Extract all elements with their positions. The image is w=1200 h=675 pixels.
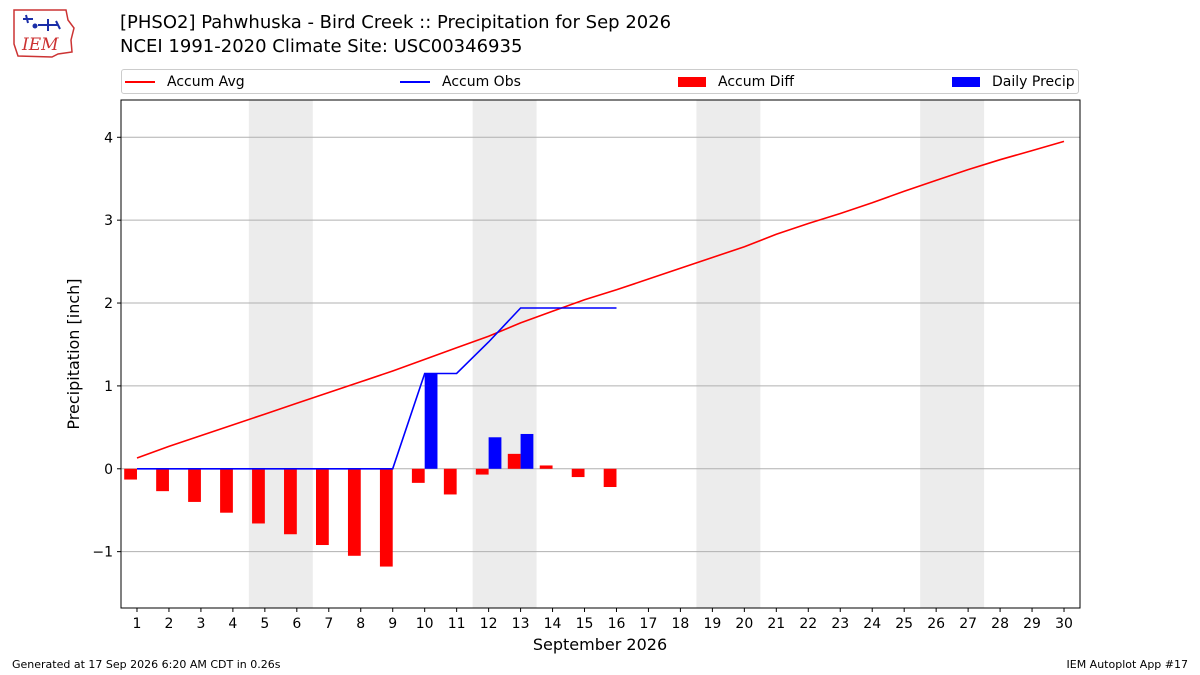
legend-label: Daily Precip bbox=[992, 73, 1075, 90]
y-tick-label: 2 bbox=[104, 296, 113, 312]
x-tick-label: 13 bbox=[512, 616, 530, 632]
y-tick-label: 0 bbox=[104, 462, 113, 478]
accum-avg-line bbox=[136, 140, 1065, 459]
x-tick-label: 22 bbox=[799, 616, 817, 632]
x-tick-label: 20 bbox=[735, 616, 753, 632]
x-tick-label: 9 bbox=[388, 616, 397, 632]
bars-layer bbox=[124, 373, 617, 567]
legend-item-accum-obs: Accum Obs bbox=[400, 70, 521, 93]
legend-swatch bbox=[125, 80, 155, 83]
accum-diff-bar bbox=[379, 468, 393, 567]
x-tick-label: 10 bbox=[416, 616, 434, 632]
accum-diff-bar bbox=[475, 468, 489, 475]
legend-label: Accum Obs bbox=[442, 73, 521, 90]
x-tick-label: 18 bbox=[672, 616, 690, 632]
x-tick-label: 27 bbox=[959, 616, 977, 632]
x-tick-label: 30 bbox=[1055, 616, 1073, 632]
x-tick-label: 7 bbox=[324, 616, 333, 632]
lines-layer bbox=[136, 140, 1065, 470]
legend-swatch bbox=[678, 76, 706, 87]
x-axis-label: September 2026 bbox=[533, 635, 667, 654]
x-tick-label: 1 bbox=[133, 616, 142, 632]
x-tick-label: 28 bbox=[991, 616, 1009, 632]
accum-diff-bar bbox=[539, 465, 553, 469]
x-tick-label: 24 bbox=[863, 616, 881, 632]
legend-swatch bbox=[400, 80, 430, 83]
x-tick-label: 6 bbox=[292, 616, 301, 632]
daily-precip-bar bbox=[488, 437, 502, 469]
x-tick-label: 3 bbox=[196, 616, 205, 632]
weekend-shading bbox=[248, 100, 985, 608]
x-tick-label: 12 bbox=[480, 616, 498, 632]
x-tick-label: 23 bbox=[831, 616, 849, 632]
x-tick-label: 15 bbox=[576, 616, 594, 632]
accum-diff-bar bbox=[507, 453, 521, 469]
accum-diff-bar bbox=[603, 468, 617, 488]
accum-obs-line bbox=[137, 307, 617, 470]
svg-text:IEM: IEM bbox=[21, 35, 59, 55]
chart-title: [PHSO2] Pahwhuska - Bird Creek :: Precip… bbox=[120, 12, 672, 33]
accum-diff-bar bbox=[220, 468, 233, 513]
daily-precip-bar bbox=[424, 373, 438, 469]
weekend-band bbox=[472, 100, 537, 608]
accum-diff-bar bbox=[315, 468, 329, 546]
accum-diff-bar bbox=[571, 468, 585, 478]
accum-diff-bar bbox=[284, 468, 297, 535]
accum-diff-bar bbox=[124, 468, 137, 480]
accum-diff-bar bbox=[156, 468, 169, 492]
x-tick-label: 2 bbox=[164, 616, 173, 632]
y-tick-label: −1 bbox=[92, 545, 113, 561]
weekend-band bbox=[248, 100, 313, 608]
accum-diff-bar bbox=[443, 468, 457, 495]
y-tick-label: 1 bbox=[104, 379, 113, 395]
x-tick-label: 21 bbox=[767, 616, 785, 632]
x-tick-label: 19 bbox=[703, 616, 721, 632]
generated-note: Generated at 17 Sep 2026 6:20 AM CDT in … bbox=[12, 658, 281, 671]
weekend-band bbox=[696, 100, 761, 608]
x-tick-label: 5 bbox=[260, 616, 269, 632]
weekend-band bbox=[920, 100, 985, 608]
accum-diff-bar bbox=[252, 468, 265, 524]
legend: Accum Avg Accum Obs Accum Diff Daily Pre… bbox=[121, 69, 1079, 94]
accum-diff-bar bbox=[347, 468, 361, 556]
legend-item-daily-precip: Daily Precip bbox=[952, 70, 1075, 93]
legend-swatch bbox=[952, 76, 980, 87]
x-tick-label: 4 bbox=[228, 616, 237, 632]
accum-diff-bar bbox=[411, 468, 425, 483]
x-tick-label: 11 bbox=[448, 616, 466, 632]
x-tick-label: 25 bbox=[895, 616, 913, 632]
y-tick-label: 4 bbox=[104, 130, 113, 146]
legend-label: Accum Diff bbox=[718, 73, 795, 90]
app-note: IEM Autoplot App #17 bbox=[1066, 658, 1189, 671]
legend-item-accum-diff: Accum Diff bbox=[678, 70, 794, 93]
iem-logo: IEM bbox=[8, 6, 80, 58]
y-tick-label: 3 bbox=[104, 213, 113, 229]
daily-precip-bar bbox=[520, 433, 534, 469]
chart-subtitle: NCEI 1991-2020 Climate Site: USC00346935 bbox=[120, 36, 523, 57]
legend-item-accum-avg: Accum Avg bbox=[125, 70, 245, 93]
legend-label: Accum Avg bbox=[167, 73, 245, 90]
x-tick-label: 16 bbox=[608, 616, 626, 632]
x-tick-label: 26 bbox=[927, 616, 945, 632]
accum-diff-bar bbox=[188, 468, 201, 502]
x-tick-label: 29 bbox=[1023, 616, 1041, 632]
plot-frame bbox=[120, 99, 1081, 609]
x-tick-label: 17 bbox=[640, 616, 658, 632]
x-tick-label: 8 bbox=[356, 616, 365, 632]
x-tick-label: 14 bbox=[544, 616, 562, 632]
y-axis-label: Precipitation [inch] bbox=[64, 278, 83, 429]
